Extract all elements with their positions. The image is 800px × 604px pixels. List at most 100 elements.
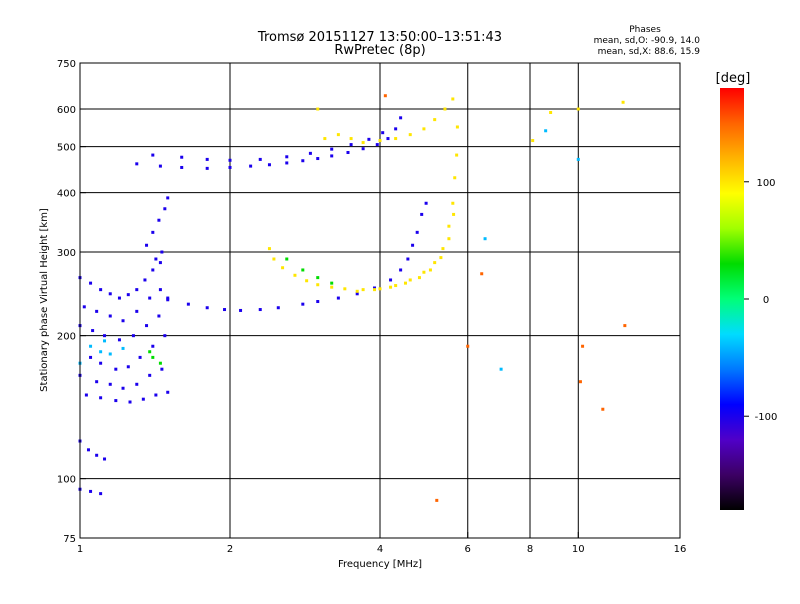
data-point: [143, 278, 147, 282]
data-point: [89, 355, 93, 359]
data-point: [163, 207, 167, 211]
data-point: [394, 137, 398, 141]
data-point: [145, 324, 149, 328]
data-point: [228, 165, 232, 169]
data-point: [355, 289, 359, 293]
data-point: [544, 129, 548, 133]
data-point: [151, 230, 155, 234]
data-point: [135, 309, 139, 313]
colorbar: [720, 88, 744, 510]
data-point: [272, 257, 276, 261]
x-tick-label: 10: [572, 544, 585, 555]
data-point: [151, 355, 155, 359]
data-point: [383, 94, 387, 98]
data-point: [422, 270, 426, 274]
data-point: [367, 137, 371, 141]
data-point: [455, 125, 459, 129]
data-point: [95, 453, 99, 457]
data-point: [99, 288, 103, 292]
y-tick-label: 75: [63, 534, 76, 545]
data-point: [435, 498, 439, 502]
data-point: [285, 155, 289, 159]
data-point: [128, 400, 132, 404]
data-point: [361, 147, 365, 151]
data-point: [301, 159, 305, 163]
data-point: [346, 151, 350, 155]
data-point: [249, 164, 253, 168]
data-point: [166, 298, 170, 302]
data-point: [378, 287, 382, 291]
points-layer: [78, 94, 627, 502]
data-point: [389, 285, 393, 289]
data-point: [576, 157, 580, 161]
data-point: [301, 268, 305, 272]
data-point: [131, 334, 135, 338]
y-tick-label: 400: [57, 189, 76, 200]
data-point: [117, 296, 121, 300]
data-point: [121, 319, 125, 323]
y-tick-label: 100: [57, 475, 76, 486]
data-point: [114, 367, 118, 371]
data-point: [258, 157, 262, 161]
data-point: [166, 390, 170, 394]
data-point: [160, 367, 164, 371]
data-point: [389, 278, 393, 282]
data-point: [121, 346, 125, 350]
y-axis: 75 100 200 300 400 500 600 750: [57, 59, 86, 545]
x-axis-label: Frequency [MHz]: [338, 559, 422, 570]
data-point: [95, 380, 99, 384]
data-point: [480, 272, 484, 276]
data-point: [84, 393, 88, 397]
y-axis-label: Stationary phase Virtual Height [km]: [39, 208, 50, 392]
data-point: [157, 314, 161, 318]
data-point: [157, 218, 161, 222]
data-point: [451, 201, 455, 205]
chart-title: Tromsø 20151127 13:50:00–13:51:43: [257, 30, 502, 45]
data-point: [349, 143, 353, 147]
data-point: [623, 324, 627, 328]
data-point: [355, 292, 359, 296]
data-point: [415, 230, 419, 234]
data-point: [316, 283, 320, 287]
x-axis: 1 2 4 6 8 10 16: [77, 532, 686, 555]
y-tick-label: 200: [57, 332, 76, 343]
data-point: [316, 107, 320, 111]
data-point: [447, 237, 451, 241]
data-point: [428, 268, 432, 272]
data-point: [99, 361, 103, 365]
data-point: [301, 302, 305, 306]
data-point: [186, 302, 190, 306]
data-point: [126, 365, 130, 369]
data-point: [373, 286, 377, 290]
data-point: [375, 143, 379, 147]
data-point: [205, 157, 209, 161]
data-point: [349, 137, 353, 141]
colorbar-ticks: 100 0 -100: [744, 178, 777, 423]
data-point: [117, 338, 121, 342]
data-point: [205, 166, 209, 170]
data-point: [108, 292, 112, 296]
y-tick-label: 300: [57, 248, 76, 259]
data-point: [549, 110, 553, 114]
data-point: [336, 133, 340, 137]
data-point: [103, 334, 107, 338]
data-point: [394, 127, 398, 131]
colorbar-label: [deg]: [716, 71, 751, 86]
data-point: [205, 306, 209, 310]
phase-legend-x: mean, sd,X: 88.6, 15.9: [598, 47, 701, 57]
chart-subtitle: RwPretec (8p): [334, 43, 425, 58]
data-point: [285, 161, 289, 165]
data-point: [99, 396, 103, 400]
colorbar-tick-label: 0: [763, 295, 769, 306]
data-point: [148, 373, 152, 377]
data-point: [483, 237, 487, 241]
data-point: [308, 151, 312, 155]
data-point: [330, 154, 334, 158]
phase-legend-title: Phases: [629, 25, 661, 35]
data-point: [158, 288, 162, 292]
data-point: [330, 281, 334, 285]
data-point: [145, 243, 149, 247]
data-point: [399, 268, 403, 272]
data-point: [163, 334, 167, 338]
